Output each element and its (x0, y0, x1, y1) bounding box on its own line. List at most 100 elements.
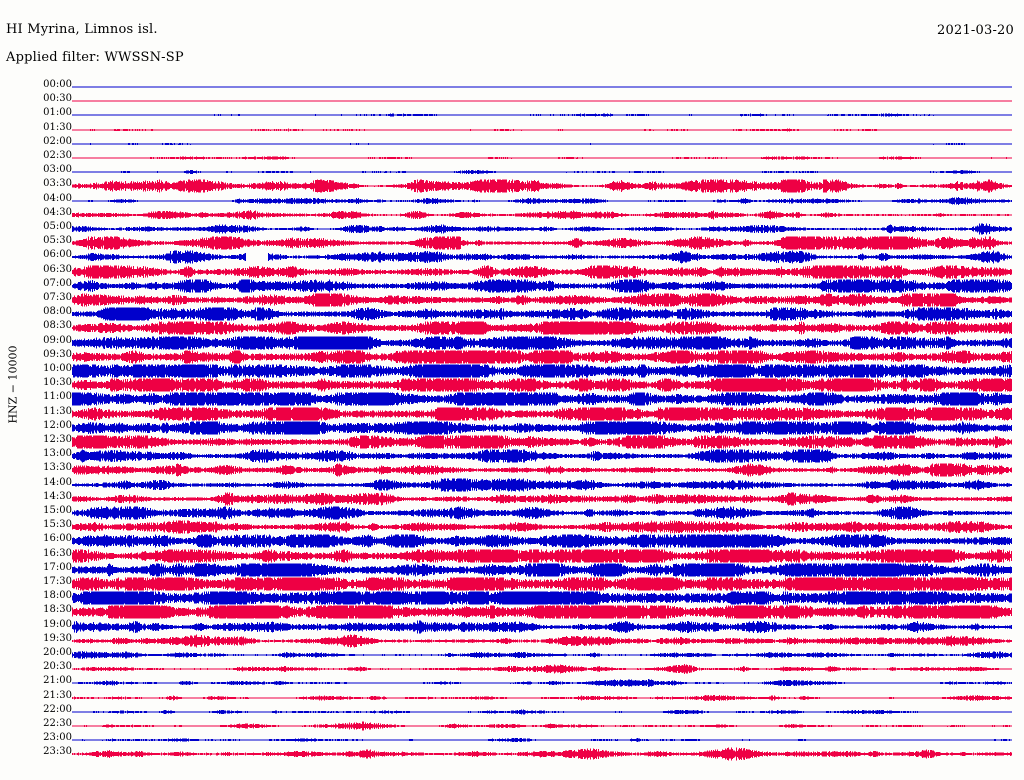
seismogram-row: 08:00 (0, 307, 1024, 321)
row-time-label: 02:30 (43, 150, 72, 161)
row-time-label: 05:30 (43, 235, 72, 247)
seismogram-trace (72, 662, 1012, 676)
seismogram-trace (72, 151, 1012, 165)
seismogram-row: 11:00 (0, 391, 1024, 407)
seismogram-row: 08:30 (0, 320, 1024, 336)
seismogram-trace (72, 676, 1012, 690)
seismogram-row: 17:30 (0, 577, 1024, 591)
seismogram-trace (72, 123, 1012, 137)
seismogram-row: 21:00 (0, 676, 1024, 690)
row-time-label: 19:00 (43, 618, 72, 630)
seismogram-row: 07:30 (0, 293, 1024, 307)
row-time-label: 04:00 (43, 192, 72, 204)
seismogram-trace (72, 733, 1012, 747)
seismogram-trace (72, 279, 1012, 293)
seismogram-row: 04:30 (0, 207, 1024, 222)
seismogram-row: 00:00 (0, 80, 1024, 94)
applied-filter-label: Applied filter: WWSSN-SP (6, 50, 184, 65)
row-time-label: 01:30 (43, 121, 72, 133)
row-time-label: 06:00 (43, 249, 72, 261)
row-time-label: 01:00 (43, 107, 72, 119)
seismogram-trace (72, 477, 1012, 492)
seismogram-row: 10:30 (0, 378, 1024, 392)
seismogram-trace (72, 747, 1012, 761)
seismogram-row: 15:00 (0, 506, 1024, 520)
seismogram-row: 02:30 (0, 151, 1024, 165)
seismogram-row: 01:00 (0, 108, 1024, 122)
row-time-label: 16:30 (43, 547, 72, 559)
seismogram-row: 23:00 (0, 733, 1024, 747)
row-time-label: 20:30 (43, 661, 72, 673)
seismogram-row: 22:00 (0, 703, 1024, 719)
seismogram-row: 00:30 (0, 94, 1024, 108)
seismogram-trace (72, 350, 1012, 364)
seismogram-row: 15:30 (0, 520, 1024, 534)
seismogram-trace (72, 80, 1012, 94)
seismogram-trace (72, 619, 1012, 634)
seismogram-row: 17:00 (0, 561, 1024, 577)
seismogram-row: 13:30 (0, 463, 1024, 478)
seismogram-row: 16:00 (0, 533, 1024, 549)
seismogram-row: 12:00 (0, 420, 1024, 435)
row-time-label: 07:30 (43, 292, 72, 303)
row-time-label: 08:30 (43, 320, 72, 332)
seismogram-row: 09:30 (0, 348, 1024, 364)
row-time-label: 18:00 (43, 590, 72, 602)
row-time-label: 13:00 (43, 448, 72, 460)
seismogram-plot: 00:00 00:30 01:00 01:30 02:00 02:30 03:00 03:30… (0, 80, 1024, 776)
seismogram-row: 14:30 (0, 491, 1024, 506)
station-title: HI Myrina, Limnos isl. (6, 22, 158, 37)
seismogram-trace (72, 108, 1012, 122)
row-time-label: 07:00 (43, 277, 72, 289)
row-time-label: 21:30 (43, 689, 72, 701)
row-time-label: 12:30 (43, 434, 72, 445)
seismogram-trace (72, 719, 1012, 733)
seismogram-trace (72, 194, 1012, 208)
seismogram-trace (72, 307, 1012, 321)
row-time-label: 23:30 (43, 746, 72, 758)
row-time-label: 09:30 (43, 348, 72, 360)
seismogram-trace (72, 250, 1012, 265)
seismogram-row: 21:30 (0, 689, 1024, 705)
row-time-label: 20:00 (43, 647, 72, 658)
row-time-label: 17:00 (43, 561, 72, 573)
row-time-label: 11:00 (43, 391, 72, 403)
seismogram-row: 23:30 (0, 747, 1024, 761)
row-time-label: 22:00 (43, 703, 72, 715)
seismogram-row: 18:30 (0, 605, 1024, 620)
seismogram-trace (72, 506, 1012, 520)
seismogram-row: 13:00 (0, 449, 1024, 463)
seismogram-trace (72, 293, 1012, 307)
seismogram-row: 19:30 (0, 633, 1024, 648)
seismogram-trace (72, 321, 1012, 336)
seismogram-trace (72, 236, 1012, 250)
seismogram-trace (72, 563, 1012, 577)
seismogram-trace (72, 392, 1012, 407)
seismogram-trace (72, 492, 1012, 506)
row-time-label: 14:00 (43, 476, 72, 488)
seismogram-row: 19:00 (0, 618, 1024, 634)
seismogram-trace (72, 94, 1012, 108)
seismogram-trace (72, 534, 1012, 549)
row-time-label: 10:30 (43, 377, 72, 389)
seismogram-trace (72, 222, 1012, 236)
row-time-label: 09:00 (43, 334, 72, 346)
seismogram-trace (72, 691, 1012, 705)
seismogram-trace (72, 648, 1012, 662)
seismogram-trace (72, 421, 1012, 435)
seismogram-trace (72, 463, 1012, 478)
seismogram-trace (72, 406, 1012, 421)
row-time-label: 11:30 (43, 405, 72, 417)
seismogram-row: 04:00 (0, 192, 1024, 208)
seismogram-row: 05:00 (0, 222, 1024, 236)
row-time-label: 16:00 (43, 533, 72, 545)
seismogram-trace (72, 705, 1012, 719)
seismogram-row: 05:30 (0, 236, 1024, 250)
seismogram-trace (72, 179, 1012, 194)
seismogram-trace (72, 449, 1012, 463)
seismogram-row: 01:30 (0, 121, 1024, 137)
seismogram-trace (72, 137, 1012, 151)
row-time-label: 06:30 (43, 263, 72, 275)
seismogram-trace (72, 520, 1012, 534)
